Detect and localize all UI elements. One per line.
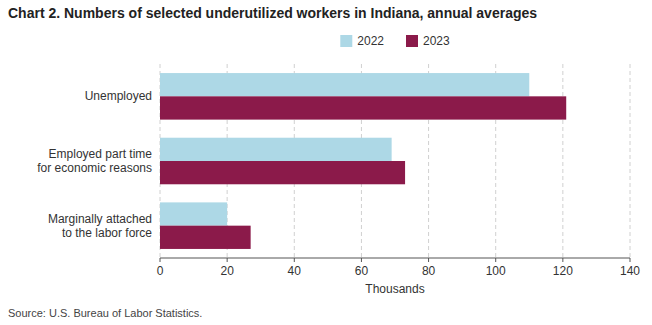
tick-mark: [428, 258, 429, 262]
tick-label: 20: [220, 264, 234, 278]
x-axis: 0 20 40 60 80 100 120 140: [157, 258, 641, 278]
bar: [160, 161, 405, 184]
legend-swatch: [340, 35, 352, 47]
tick-mark: [294, 258, 295, 262]
legend-item: 2022: [340, 34, 384, 48]
axis-line: [160, 258, 630, 259]
background: [0, 0, 652, 325]
grid-line: [562, 64, 563, 258]
tick-label: 40: [288, 264, 302, 278]
y-axis: Unemployed Employed part timefor economic…: [37, 89, 152, 239]
tick-mark: [227, 258, 228, 262]
tick-mark: [562, 258, 563, 262]
grid: [160, 64, 630, 258]
tick-label: 60: [355, 264, 369, 278]
tick-mark: [160, 258, 161, 262]
category-label: Employed part timefor economic reasons: [37, 147, 152, 175]
tick-label: 0: [157, 264, 164, 278]
bars: [160, 73, 566, 249]
chart: Chart 2. Numbers of selected underutiliz…: [0, 0, 652, 325]
bar: [160, 202, 227, 225]
category-label: Unemployed: [85, 89, 152, 103]
legend-swatch: [406, 35, 418, 47]
grid-line: [630, 64, 631, 258]
legend-label: 2022: [357, 34, 384, 48]
legend-item: 2023: [406, 34, 450, 48]
tick-label: 120: [553, 264, 573, 278]
tick-label: 80: [422, 264, 436, 278]
bar: [160, 73, 529, 96]
bar: [160, 96, 566, 119]
source: Source: U.S. Bureau of Labor Statistics.: [8, 307, 202, 319]
bar: [160, 226, 251, 249]
legend-label: 2023: [423, 34, 450, 48]
tick-label: 140: [620, 264, 640, 278]
legend: 2022 2023: [340, 34, 450, 48]
tick-mark: [630, 258, 631, 262]
axis-label: Thousands: [365, 282, 424, 296]
bar: [160, 138, 392, 161]
tick-mark: [495, 258, 496, 262]
tick-mark: [361, 258, 362, 262]
category-label: Marginally attachedto the labor force: [48, 212, 152, 240]
tick-label: 100: [486, 264, 506, 278]
title: Chart 2. Numbers of selected underutiliz…: [8, 5, 537, 21]
